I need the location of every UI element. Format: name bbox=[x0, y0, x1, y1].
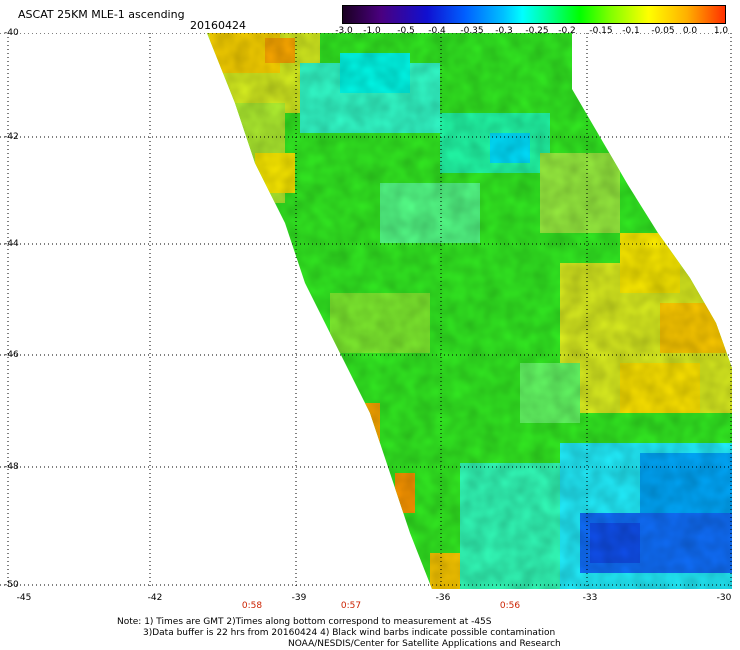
lat-label: -44 bbox=[4, 239, 19, 249]
colorbar-label: -0.15 bbox=[589, 26, 613, 36]
lon-label: -36 bbox=[435, 593, 451, 603]
colorbar-label: -0.05 bbox=[651, 26, 675, 36]
swath-data bbox=[207, 33, 732, 589]
map-date: 20160424 bbox=[190, 19, 246, 32]
colorbar-label: -0.25 bbox=[525, 26, 549, 36]
colorbar-label: 1.0 bbox=[713, 26, 729, 36]
note-line-1: Note: 1) Times are GMT 2)Times along bot… bbox=[117, 617, 492, 627]
wind-map bbox=[0, 33, 732, 589]
colorbar-label: -0.4 bbox=[428, 26, 446, 36]
lat-label: -50 bbox=[4, 580, 19, 590]
colorbar-label: -0.3 bbox=[495, 26, 513, 36]
lat-label: -48 bbox=[4, 462, 19, 472]
colorbar-label: -0.1 bbox=[622, 26, 640, 36]
lon-label: -42 bbox=[147, 593, 163, 603]
lat-label: -46 bbox=[4, 350, 19, 360]
note-line-2: 3)Data buffer is 22 hrs from 20160424 4)… bbox=[143, 628, 556, 638]
lon-label: -30 bbox=[716, 593, 732, 603]
lon-label: -45 bbox=[16, 593, 32, 603]
colorbar-label: -0.2 bbox=[558, 26, 576, 36]
colorbar-label: -0.5 bbox=[397, 26, 415, 36]
time-label: 0:57 bbox=[340, 601, 362, 611]
colorbar bbox=[342, 5, 726, 24]
colorbar-label: 0.0 bbox=[682, 26, 698, 36]
colorbar-label: -1.0 bbox=[363, 26, 381, 36]
colorbar-label: -0.35 bbox=[460, 26, 484, 36]
lat-label: -40 bbox=[4, 28, 19, 38]
time-label: 0:56 bbox=[499, 601, 521, 611]
lon-label: -39 bbox=[291, 593, 307, 603]
lon-label: -33 bbox=[582, 593, 598, 603]
note-line-3: NOAA/NESDIS/Center for Satellite Applica… bbox=[288, 639, 561, 649]
colorbar-label: -3.0 bbox=[335, 26, 353, 36]
grid-lines bbox=[0, 33, 732, 589]
time-label: 0:58 bbox=[241, 601, 263, 611]
lat-label: -42 bbox=[4, 132, 19, 142]
map-title: ASCAT 25KM MLE-1 ascending bbox=[18, 8, 185, 21]
